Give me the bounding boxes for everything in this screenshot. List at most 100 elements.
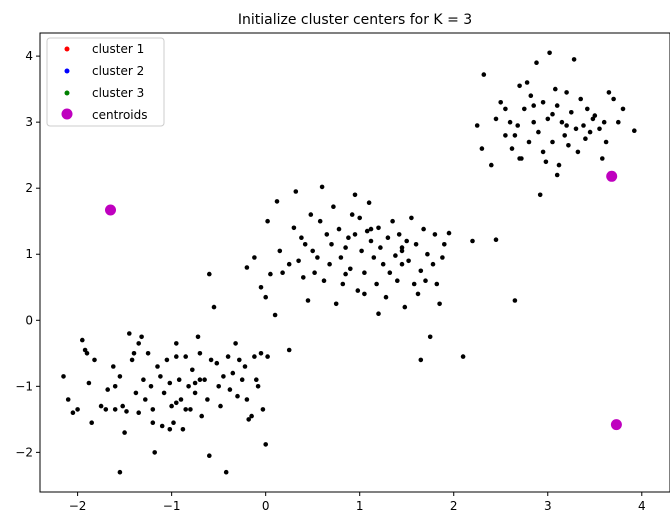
data-point [423,278,428,284]
data-point [280,270,285,276]
data-point [526,139,532,145]
data-point [227,387,233,392]
data-point [167,427,173,432]
data-point [216,384,221,389]
data-point [581,123,586,128]
data-point [111,364,116,369]
data-point [362,270,367,276]
data-point [321,278,327,284]
data-point [507,119,513,125]
data-point [176,377,182,383]
data-point [587,129,593,135]
data-point [357,215,363,221]
data-point [632,128,637,133]
data-point [233,341,238,346]
data-point [378,245,383,250]
data-points [61,50,637,475]
data-point [92,357,97,363]
data-point [348,266,353,272]
data-point [197,377,203,383]
x-tick-label: 4 [638,499,646,513]
data-point [150,407,156,412]
chart-title: Initialize cluster centers for K = 3 [238,12,472,28]
data-point [421,226,426,232]
data-point [246,417,251,422]
data-point [442,242,447,247]
data-point [117,374,123,379]
data-point [376,311,381,317]
data-point [207,271,212,277]
data-point [272,312,278,318]
data-point [192,390,198,396]
data-point [286,347,292,353]
centroid-point [606,170,618,182]
data-point [333,301,339,307]
data-point [291,225,297,231]
data-point [258,351,264,356]
data-point [503,133,508,138]
data-point [556,162,562,168]
data-point [346,235,351,240]
data-point [571,57,577,62]
data-point [252,354,257,359]
data-point [336,226,342,232]
data-point [188,407,193,412]
data-point [263,294,269,300]
data-point [531,119,536,125]
data-point [296,258,301,264]
data-point [366,200,372,205]
data-point [253,377,259,383]
data-point [207,453,212,459]
y-tick-label: 4 [25,49,33,63]
data-point [174,354,179,359]
data-point [301,275,306,280]
data-point [474,123,480,128]
data-point [299,235,304,240]
axes-frame [39,32,670,493]
data-point [543,159,549,165]
data-point [493,116,499,122]
data-point [75,407,80,412]
data-point [192,380,198,386]
data-point [380,261,386,267]
data-point [554,172,560,178]
data-point [440,255,445,260]
data-point [260,407,266,412]
data-point [349,212,355,217]
data-point [522,106,527,112]
data-point [489,162,494,168]
data-point [324,232,330,237]
centroid-point [105,204,116,216]
data-point [174,341,179,346]
data-point [418,268,424,274]
data-point [359,248,364,254]
data-point [265,218,270,224]
data-point [112,384,118,389]
data-point [611,96,616,102]
data-point [620,106,626,112]
data-point [208,357,214,363]
data-point [131,351,137,356]
data-point [390,218,395,224]
data-point [493,237,499,242]
x-axis: −2 −1 0 1 2 3 4 [69,492,646,513]
data-point [268,271,273,277]
data-point [308,212,314,217]
data-point [158,374,163,379]
data-point [562,133,567,138]
data-point [178,397,184,402]
data-point [277,248,283,254]
data-point [425,251,430,257]
data-point [205,397,210,402]
data-point [242,364,248,369]
data-point [376,225,381,231]
data-point [446,230,452,236]
data-point [460,354,466,359]
y-tick-label: −2 [15,445,33,459]
data-point [470,238,475,244]
data-point [155,364,160,369]
y-tick-label: 1 [25,247,33,261]
y-tick-label: 3 [25,115,33,129]
data-point [427,334,433,340]
